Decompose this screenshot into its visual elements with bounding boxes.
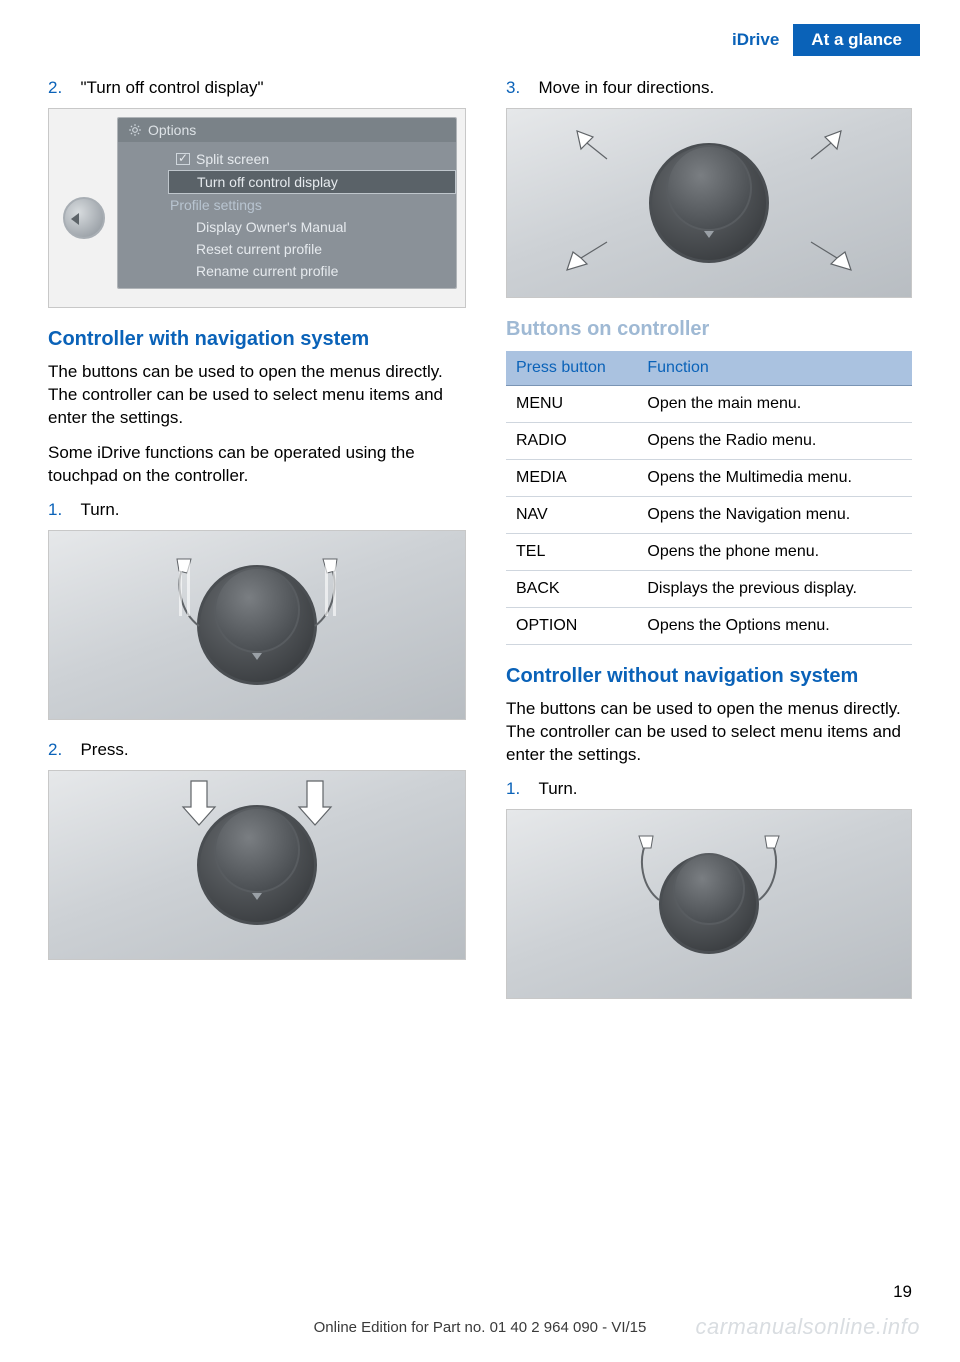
step-number: 1.: [48, 500, 76, 520]
step-turn: 1. Turn.: [48, 500, 466, 520]
table-row: MENUOpen the main menu.: [506, 386, 912, 423]
checkbox-icon: [176, 153, 190, 165]
turn-figure: [48, 530, 466, 720]
controller-top: [214, 567, 300, 653]
table-cell: Displays the previous display.: [637, 571, 912, 608]
step-2: 2. "Turn off control display": [48, 78, 466, 98]
rotate-left-arrow-icon: [139, 551, 219, 641]
table-cell: MEDIA: [506, 460, 637, 497]
screen-side-knob: [63, 197, 105, 239]
screen-title: Options: [148, 122, 196, 138]
controller-top: [214, 807, 300, 893]
table-cell: RADIO: [506, 423, 637, 460]
controller-top: [666, 145, 752, 231]
table-row: OPTIONOpens the Options menu.: [506, 608, 912, 645]
table-cell: Opens the phone menu.: [637, 534, 912, 571]
move-figure: [506, 108, 912, 298]
paragraph: The buttons can be used to open the menu…: [48, 361, 466, 430]
rotate-left-arrow-icon: [607, 828, 677, 918]
chevron-down-icon: [704, 231, 714, 238]
menu-label: Profile settings: [170, 197, 262, 213]
chevron-down-icon: [252, 893, 262, 900]
press-down-arrow-icon: [179, 779, 219, 829]
step-text: "Turn off control display": [80, 78, 263, 97]
menu-label: Turn off control display: [197, 174, 338, 190]
page-number: 19: [893, 1282, 912, 1302]
menu-label: Reset current profile: [196, 241, 322, 257]
table-row: NAVOpens the Navigation menu.: [506, 497, 912, 534]
step-text: Turn.: [80, 500, 119, 519]
buttons-table: Press button Function MENUOpen the main …: [506, 351, 912, 645]
direction-arrow-icon: [557, 232, 627, 282]
screen-menu: Split screen Turn off control display Pr…: [118, 142, 456, 288]
table-cell: TEL: [506, 534, 637, 571]
table-cell: Opens the Options menu.: [637, 608, 912, 645]
table-row: TELOpens the phone menu.: [506, 534, 912, 571]
direction-arrow-icon: [791, 232, 861, 282]
menu-label: Rename current profile: [196, 263, 338, 279]
screen-title-bar: Options: [118, 118, 456, 142]
press-figure: [48, 770, 466, 960]
menu-item-manual: Display Owner's Manual: [168, 216, 456, 238]
menu-item-rename: Rename current profile: [168, 260, 456, 282]
press-down-arrow-icon: [295, 779, 335, 829]
header-section: At a glance: [793, 24, 920, 56]
content-columns: 2. "Turn off control display" Options Sp…: [48, 78, 912, 1019]
step-text: Move in four directions.: [538, 78, 714, 97]
table-cell: BACK: [506, 571, 637, 608]
menu-category-profile: Profile settings: [168, 194, 456, 216]
step-number: 3.: [506, 78, 534, 98]
table-header: Press button: [506, 351, 637, 386]
paragraph: The buttons can be used to open the menu…: [506, 698, 912, 767]
table-row: BACKDisplays the previous display.: [506, 571, 912, 608]
screen-panel: Options Split screen Turn off control di…: [117, 117, 457, 289]
step-3: 3. Move in four directions.: [506, 78, 912, 98]
menu-label: Split screen: [196, 151, 269, 167]
turn2-figure: [506, 809, 912, 999]
direction-arrow-icon: [567, 119, 627, 169]
table-cell: NAV: [506, 497, 637, 534]
table-header: Function: [637, 351, 912, 386]
menu-label: Display Owner's Manual: [196, 219, 347, 235]
step-turn2: 1. Turn.: [506, 779, 912, 799]
gear-icon: [128, 123, 142, 137]
step-number: 1.: [506, 779, 534, 799]
page-header: iDrive At a glance: [732, 24, 920, 56]
table-body: MENUOpen the main menu. RADIOOpens the R…: [506, 386, 912, 645]
table-cell: OPTION: [506, 608, 637, 645]
section-controller-nav: Controller with navigation system: [48, 328, 466, 351]
paragraph: Some iDrive functions can be operated us…: [48, 442, 466, 488]
table-row: MEDIAOpens the Multimedia menu.: [506, 460, 912, 497]
menu-item-split: Split screen: [168, 148, 456, 170]
rotate-right-arrow-icon: [295, 551, 375, 641]
controller-top: [673, 853, 745, 925]
section-controller-nonav: Controller without navigation system: [506, 665, 912, 688]
section-buttons: Buttons on controller: [506, 318, 912, 341]
table-cell: Open the main menu.: [637, 386, 912, 423]
step-text: Press.: [80, 740, 128, 759]
left-column: 2. "Turn off control display" Options Sp…: [48, 78, 466, 1019]
step-number: 2.: [48, 78, 76, 98]
table-cell: MENU: [506, 386, 637, 423]
table-row: RADIOOpens the Radio menu.: [506, 423, 912, 460]
direction-arrow-icon: [791, 119, 851, 169]
table-cell: Opens the Navigation menu.: [637, 497, 912, 534]
right-column: 3. Move in four directions. Buttons on c…: [506, 78, 912, 1019]
rotate-right-arrow-icon: [741, 828, 811, 918]
watermark: carmanualsonline.info: [695, 1314, 920, 1340]
table-cell: Opens the Multimedia menu.: [637, 460, 912, 497]
table-cell: Opens the Radio menu.: [637, 423, 912, 460]
options-screen-figure: Options Split screen Turn off control di…: [48, 108, 466, 308]
chevron-down-icon: [252, 653, 262, 660]
header-chapter: iDrive: [732, 24, 793, 56]
menu-item-reset: Reset current profile: [168, 238, 456, 260]
menu-item-turnoff: Turn off control display: [168, 170, 456, 194]
step-number: 2.: [48, 740, 76, 760]
step-text: Turn.: [538, 779, 577, 798]
step-press: 2. Press.: [48, 740, 466, 760]
